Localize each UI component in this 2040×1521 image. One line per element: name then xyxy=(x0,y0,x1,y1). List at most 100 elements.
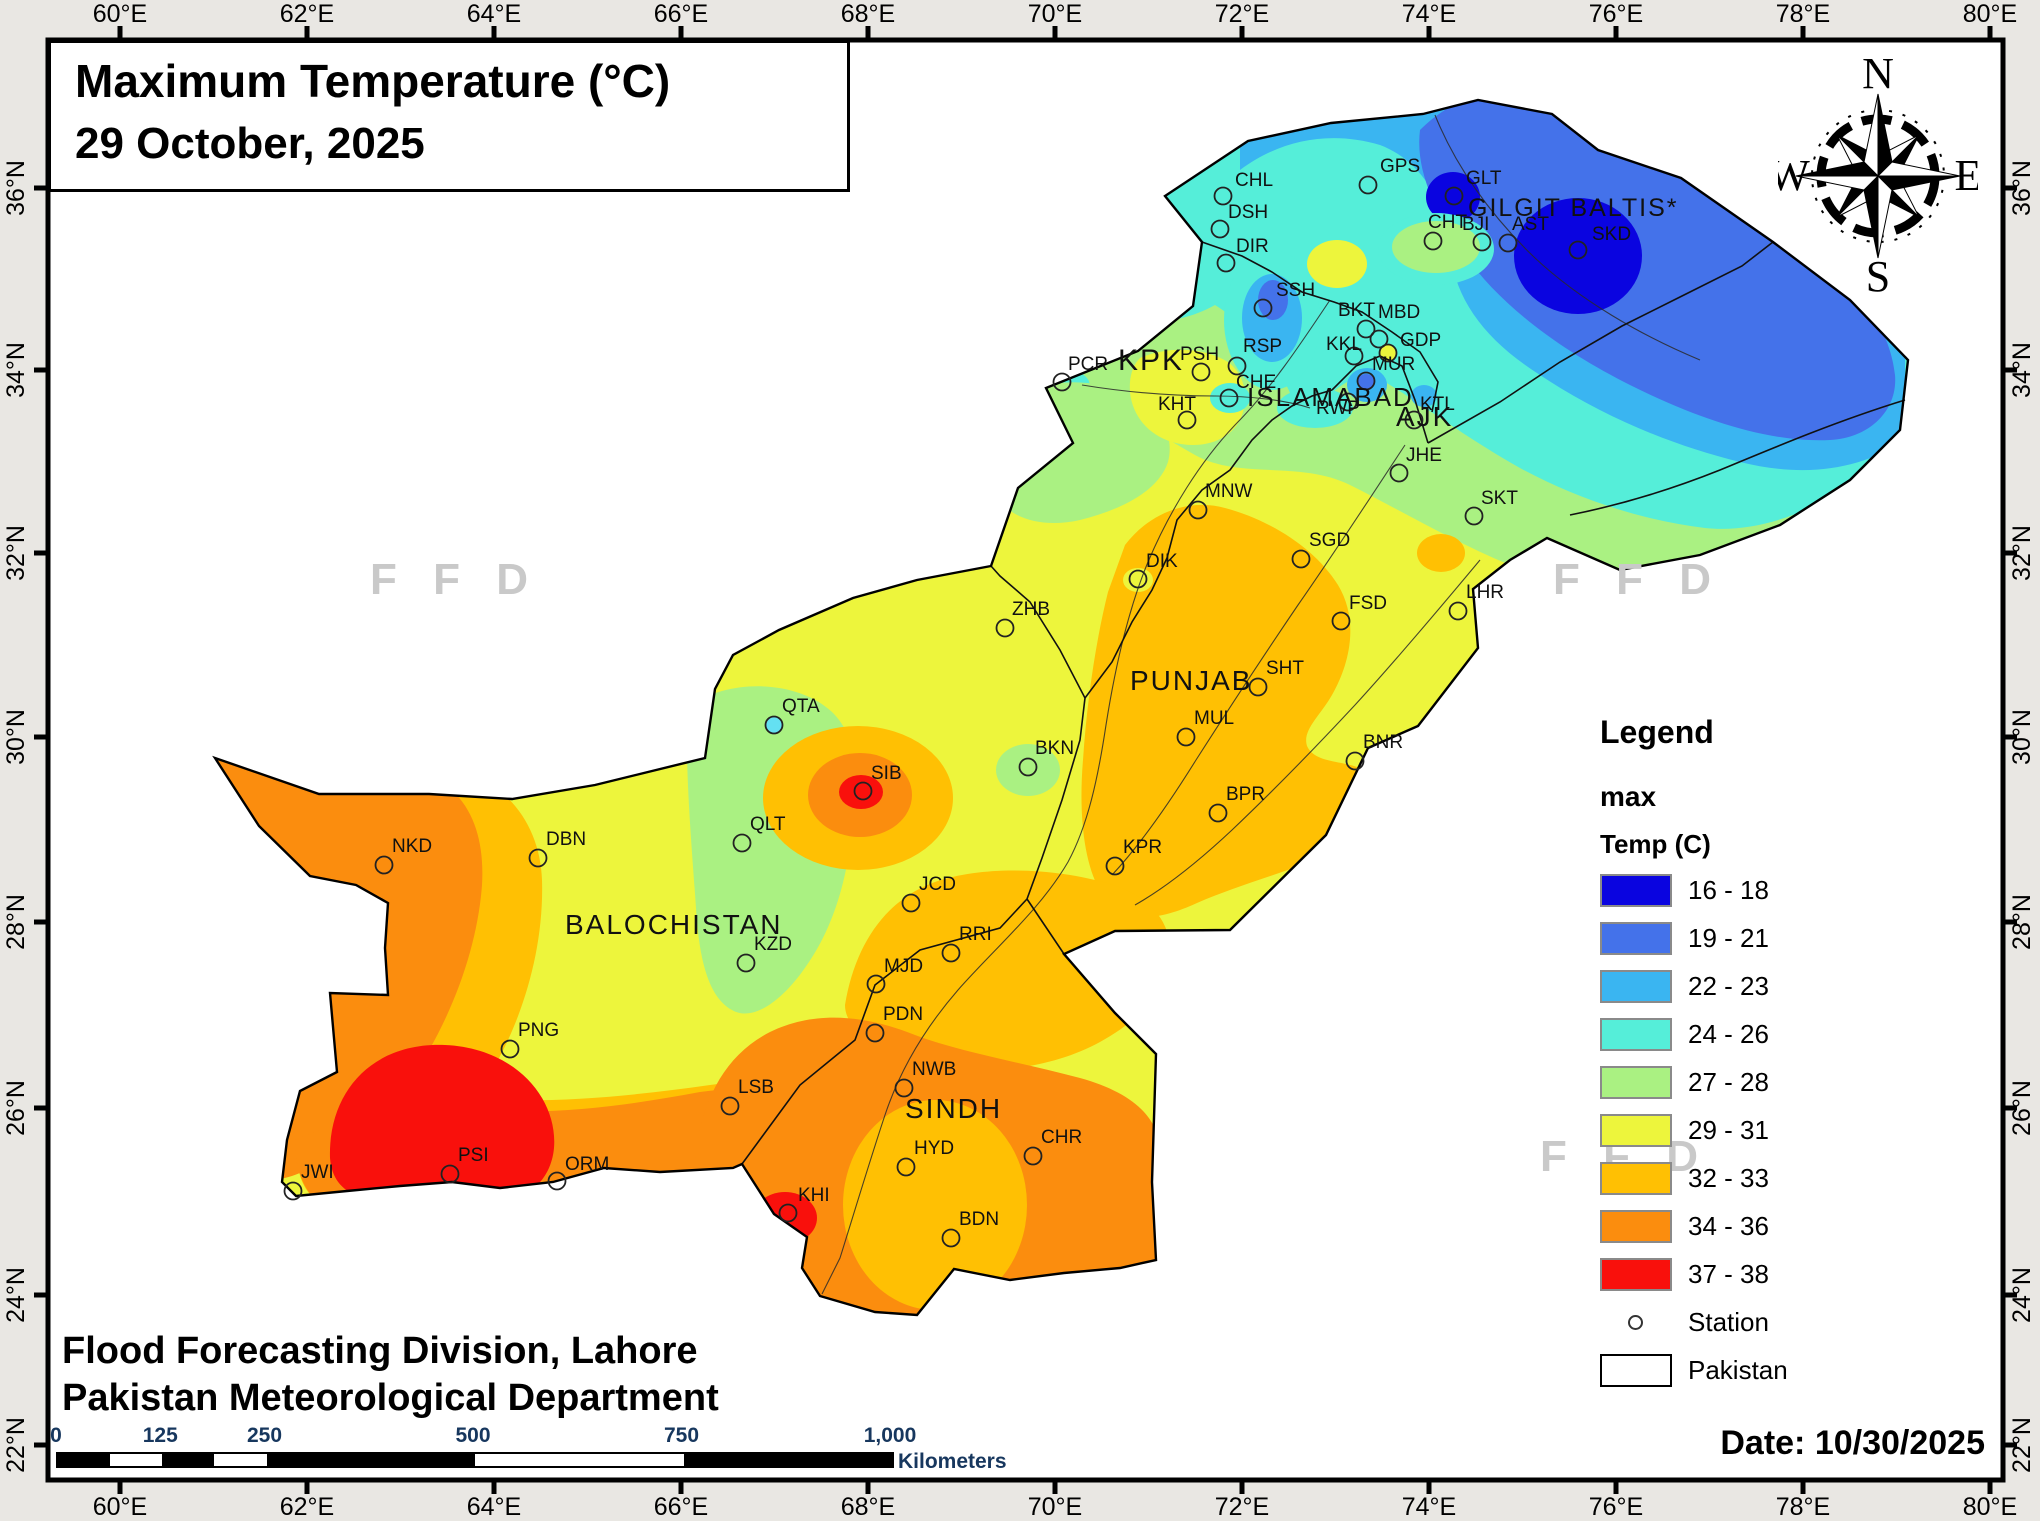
compass-e: E xyxy=(1955,151,1978,200)
map-title: Maximum Temperature (°C) xyxy=(75,55,671,107)
region-label: ISLAMABAD xyxy=(1247,382,1414,412)
compass-s: S xyxy=(1866,252,1890,293)
lon-tick-label: 66°E xyxy=(654,1493,708,1521)
station-label-SGD: SGD xyxy=(1309,530,1350,551)
lon-tick-label: 80°E xyxy=(1963,1493,2017,1521)
station-label-RSP: RSP xyxy=(1243,336,1282,357)
lon-tick-label: 66°E xyxy=(654,0,708,28)
station-label-ZHB: ZHB xyxy=(1012,599,1050,620)
region-label: AJK xyxy=(1396,401,1453,432)
ffd-watermark: F F D xyxy=(1553,555,1723,604)
legend-layer-name: max xyxy=(1600,781,1657,812)
map-frame xyxy=(45,37,2006,1483)
ffd-watermark: F F D xyxy=(370,555,540,604)
station-label-QTA: QTA xyxy=(782,696,820,717)
lat-tick-label: 36°N xyxy=(2008,160,2036,216)
station-label-BDN: BDN xyxy=(959,1209,999,1230)
station-marker-SGD xyxy=(1291,549,1311,569)
station-marker-QLT xyxy=(732,833,752,853)
station-marker-CHR xyxy=(1023,1146,1043,1166)
legend-item: 29 - 31 xyxy=(1600,1114,2000,1147)
agency-line1: Flood Forecasting Division, Lahore xyxy=(62,1330,698,1372)
station-marker-SKT xyxy=(1464,506,1484,526)
station-marker-RWP xyxy=(1338,392,1358,412)
station-label-GPS: GPS xyxy=(1380,156,1420,177)
lon-tick-label: 78°E xyxy=(1776,1493,1830,1521)
legend-range-label: 37 - 38 xyxy=(1688,1259,1769,1289)
lon-tick-label: 60°E xyxy=(93,1493,147,1521)
compass-n: N xyxy=(1862,58,1894,98)
station-marker-GLT xyxy=(1444,186,1464,206)
lon-tick-label: 64°E xyxy=(467,1493,521,1521)
station-label-SKD: SKD xyxy=(1592,224,1631,245)
legend-range-label: 27 - 28 xyxy=(1688,1067,1769,1097)
lon-tick-label: 68°E xyxy=(841,0,895,28)
scale-bar-unit: Kilometers xyxy=(898,1450,1007,1473)
station-marker-KPR xyxy=(1105,856,1125,876)
region-label: KPK xyxy=(1118,344,1184,377)
legend-range-label: 34 - 36 xyxy=(1688,1211,1769,1241)
station-marker-BKN xyxy=(1018,757,1038,777)
station-marker-KHI xyxy=(778,1203,798,1223)
lon-tick-label: 68°E xyxy=(841,1493,895,1521)
scale-tick-label: 750 xyxy=(663,1424,700,1447)
agency-block: Flood Forecasting Division, Lahore Pakis… xyxy=(62,1328,719,1422)
lon-tick-label: 70°E xyxy=(1028,0,1082,28)
region-label: SINDH xyxy=(905,1093,1002,1124)
map-date-subtitle: 29 October, 2025 xyxy=(75,119,425,168)
compass-rose: N E S W xyxy=(1778,58,1978,293)
station-label-ORM: ORM xyxy=(565,1154,609,1175)
station-marker-JCD xyxy=(901,893,921,913)
agency-line2: Pakistan Meteorological Department xyxy=(62,1377,719,1419)
station-marker-LHR xyxy=(1448,601,1468,621)
legend-swatch xyxy=(1600,1162,1672,1195)
legend-item: 37 - 38 xyxy=(1600,1258,2000,1291)
station-marker-BPR xyxy=(1208,803,1228,823)
station-label-CHR: CHR xyxy=(1041,1127,1082,1148)
lat-tick-label: 30°N xyxy=(2008,709,2036,765)
station-marker-BJI xyxy=(1472,232,1492,252)
legend-range-label: 29 - 31 xyxy=(1688,1115,1769,1145)
station-label-PDN: PDN xyxy=(883,1004,923,1025)
legend-station-row: Station xyxy=(1600,1306,2000,1339)
station-label-MBD: MBD xyxy=(1378,302,1420,323)
station-label-BKT: BKT xyxy=(1338,300,1375,321)
station-label-KTL: KTL xyxy=(1420,394,1455,415)
station-label-MNW: MNW xyxy=(1205,481,1253,502)
scale-bar-segment xyxy=(266,1454,475,1466)
pakistan-boundary-swatch xyxy=(1600,1354,1672,1387)
lon-tick-label: 80°E xyxy=(1963,0,2017,28)
legend-title: Legend xyxy=(1600,714,1714,750)
station-label-MUR: MUR xyxy=(1372,354,1415,375)
station-marker-AST xyxy=(1498,233,1518,253)
lon-tick-label: 74°E xyxy=(1402,1493,1456,1521)
lon-tick-label: 78°E xyxy=(1776,0,1830,28)
station-label-KZD: KZD xyxy=(754,934,792,955)
lat-tick-label: 32°N xyxy=(2008,525,2036,581)
station-marker-SHT xyxy=(1248,677,1268,697)
scale-bar-segment xyxy=(58,1454,111,1466)
station-marker-CHE xyxy=(1219,388,1239,408)
station-marker-KKL xyxy=(1344,346,1364,366)
lon-tick-label: 74°E xyxy=(1402,0,1456,28)
legend-swatch xyxy=(1600,922,1672,955)
pakistan-outline xyxy=(212,98,1910,1317)
station-label-DIR: DIR xyxy=(1236,236,1269,257)
station-marker-ORM xyxy=(547,1171,567,1191)
station-marker-RRI xyxy=(941,943,961,963)
legend-item: 27 - 28 xyxy=(1600,1066,2000,1099)
legend-field-name: Temp (C) xyxy=(1600,829,1711,859)
station-label-KHT: KHT xyxy=(1158,394,1196,415)
lat-tick-label: 24°N xyxy=(2008,1267,2036,1323)
scale-bar-track xyxy=(56,1452,894,1468)
station-marker-SSH xyxy=(1253,298,1273,318)
station-marker-KTL xyxy=(1404,410,1424,430)
province-borders xyxy=(741,241,1906,1165)
region-label: GILGIT BALTIS* xyxy=(1468,194,1678,222)
station-marker-LSB xyxy=(720,1096,740,1116)
scale-bar-segment xyxy=(683,1454,892,1466)
legend-item: 16 - 18 xyxy=(1600,874,2000,907)
station-label-LSB: LSB xyxy=(738,1077,774,1098)
